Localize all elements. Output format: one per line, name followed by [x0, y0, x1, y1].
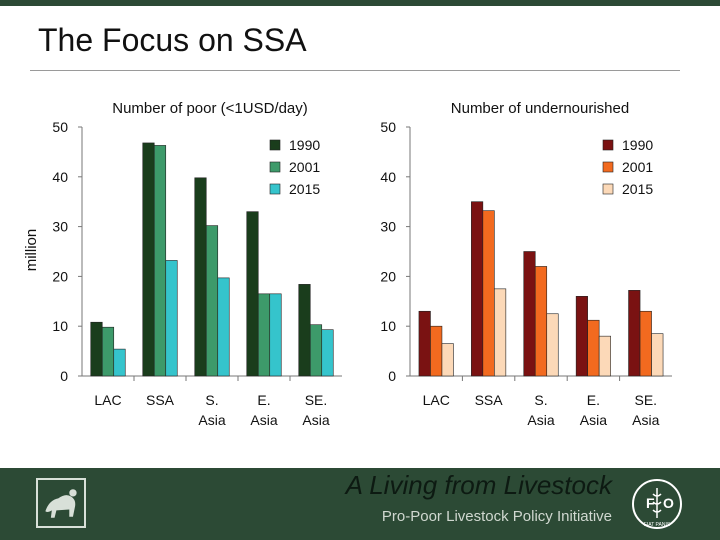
- fao-logo-icon: F O FIAT PANIS: [632, 479, 682, 529]
- bar-1990: [142, 142, 155, 377]
- footer-banner: A Living from Livestock Pro-Poor Livesto…: [0, 468, 720, 540]
- footer-tagline: A Living from Livestock: [345, 470, 612, 500]
- x-tick-label: LAC: [423, 392, 450, 408]
- bar-1990: [298, 284, 311, 377]
- bar-2001: [430, 325, 443, 377]
- legend-label: 2015: [289, 181, 320, 197]
- bar-1990: [575, 296, 588, 377]
- y-tick-label: 0: [388, 368, 396, 384]
- x-tick-label: S.: [205, 392, 218, 408]
- legend-label: 1990: [289, 137, 320, 153]
- title-divider: [30, 70, 680, 71]
- legend-swatch: [269, 139, 281, 151]
- slide-title: The Focus on SSA: [38, 22, 307, 58]
- y-tick-label: 40: [52, 169, 68, 185]
- chart-title: Number of undernourished: [451, 100, 629, 117]
- y-axis-label: million: [23, 229, 40, 272]
- footer-subtitle: Pro-Poor Livestock Policy Initiative: [381, 508, 612, 525]
- x-tick-label: Asia: [302, 412, 329, 428]
- y-tick-label: 20: [52, 268, 68, 284]
- bar-1990: [471, 201, 484, 377]
- x-tick-label: SSA: [475, 392, 504, 408]
- x-tick-label: E.: [587, 392, 600, 408]
- bar-2001: [587, 319, 600, 377]
- legend-swatch: [602, 139, 614, 151]
- y-tick-label: 50: [52, 119, 68, 135]
- bar-1990: [194, 177, 207, 377]
- x-tick-label: SE.: [635, 392, 658, 408]
- bar-2015: [113, 348, 126, 377]
- bar-2001: [309, 324, 323, 377]
- bar-1990: [523, 251, 536, 377]
- bar-1990: [628, 290, 641, 377]
- fao-motto-text: FIAT PANIS: [644, 522, 671, 528]
- bar-2015: [217, 277, 230, 377]
- top-accent-bar: [0, 0, 720, 6]
- x-tick-label: SE.: [305, 392, 328, 408]
- bar-1990: [90, 321, 103, 377]
- bar-2015: [494, 288, 507, 377]
- bar-2001: [205, 225, 219, 377]
- chart-poor: Number of poor (<1USD/day) million 0 10 20 30…: [23, 100, 342, 428]
- livestock-logo-icon: [36, 478, 86, 528]
- legend-label: 2001: [622, 159, 653, 175]
- y-tick-label: 30: [52, 219, 68, 235]
- legend-label: 2015: [622, 181, 653, 197]
- legend-swatch: [269, 183, 281, 195]
- x-tick-label: E.: [257, 392, 270, 408]
- bar-2015: [651, 333, 664, 377]
- y-tick-label: 0: [60, 368, 68, 384]
- svg-text:O: O: [663, 495, 674, 511]
- y-tick-label: 20: [380, 268, 396, 284]
- bar-1990: [246, 211, 259, 377]
- x-tick-label: Asia: [527, 412, 554, 428]
- bar-1990: [418, 310, 431, 377]
- bar-2001: [153, 145, 167, 377]
- bar-2001: [534, 266, 548, 377]
- svg-text:F: F: [646, 495, 655, 511]
- y-tick-label: 40: [380, 169, 396, 185]
- bar-2001: [257, 293, 271, 377]
- x-tick-label: SSA: [146, 392, 175, 408]
- y-tick-label: 50: [380, 119, 396, 135]
- legend-swatch: [602, 183, 614, 195]
- bar-2001: [639, 310, 652, 377]
- bar-2015: [598, 335, 611, 377]
- x-tick-label: Asia: [198, 412, 225, 428]
- bar-2015: [546, 313, 559, 377]
- bar-2001: [482, 210, 495, 377]
- x-tick-label: Asia: [250, 412, 277, 428]
- chart-title: Number of poor (<1USD/day): [112, 100, 308, 117]
- x-tick-label: Asia: [632, 412, 659, 428]
- bar-2015: [165, 260, 178, 377]
- bar-2015: [441, 343, 454, 377]
- charts-area: Number of poor (<1USD/day) million 0 10 20 30…: [23, 100, 672, 428]
- x-tick-label: LAC: [94, 392, 121, 408]
- legend-label: 2001: [289, 159, 320, 175]
- x-tick-label: Asia: [580, 412, 607, 428]
- y-tick-label: 10: [52, 318, 68, 334]
- chart-undernourished: Number of undernourished 0 10 20 30 40 50 LAC SS…: [380, 100, 672, 428]
- legend-swatch: [602, 161, 614, 173]
- y-tick-label: 10: [380, 318, 396, 334]
- bar-2001: [101, 326, 115, 377]
- x-tick-label: S.: [534, 392, 547, 408]
- legend-swatch: [269, 161, 281, 173]
- bar-2015: [321, 329, 334, 377]
- legend-label: 1990: [622, 137, 653, 153]
- bar-2015: [269, 293, 282, 377]
- y-tick-label: 30: [380, 219, 396, 235]
